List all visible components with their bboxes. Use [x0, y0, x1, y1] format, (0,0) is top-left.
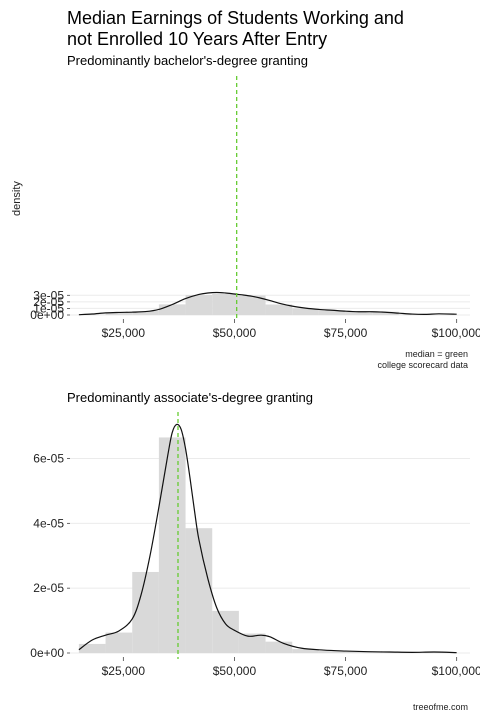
- x-tick-label: $75,000: [324, 326, 368, 340]
- histogram-bar: [345, 651, 373, 653]
- chart-title-line-1: Median Earnings of Students Working and: [67, 8, 404, 28]
- histogram-bar: [265, 641, 293, 653]
- y-tick-label: 2e-05: [33, 295, 64, 309]
- histogram-bar: [345, 311, 373, 315]
- histogram-bar: [398, 314, 426, 315]
- histogram-bar: [265, 304, 293, 315]
- chart-title-line-2: not Enrolled 10 Years After Entry: [67, 29, 328, 49]
- y-tick-label: 2e-05: [33, 581, 64, 595]
- histogram-bar: [105, 312, 133, 315]
- panel-subtitle: Predominantly associate's-degree grantin…: [67, 390, 313, 405]
- histogram-bar: [185, 294, 213, 315]
- histogram-bar: [212, 610, 239, 653]
- source-annotation: college scorecard data: [377, 360, 468, 370]
- y-axis-label: density: [11, 181, 23, 216]
- histogram-bar: [105, 632, 133, 653]
- histogram-bar: [78, 643, 106, 653]
- y-tick-label: 0e+00: [30, 308, 64, 322]
- y-tick-label: 4e-05: [33, 516, 64, 530]
- histogram-bar: [212, 293, 239, 315]
- y-tick-label: 3e-05: [33, 288, 64, 302]
- histogram-bar: [158, 304, 186, 315]
- x-tick-label: $50,000: [213, 664, 257, 678]
- histogram-bar: [318, 651, 346, 653]
- x-tick-label: $75,000: [324, 664, 368, 678]
- associate-earnings-histogram: Predominantly associate's-degree grantin…: [30, 390, 480, 678]
- histogram-bar: [238, 633, 266, 653]
- panel-subtitle: Predominantly bachelor's-degree granting: [67, 53, 308, 68]
- histogram-bar: [185, 528, 213, 653]
- histogram-bar: [158, 437, 186, 653]
- median-annotation: median = green: [405, 349, 468, 359]
- y-tick-label: 6e-05: [33, 452, 64, 466]
- histogram-bar: [132, 311, 159, 315]
- x-tick-label: $25,000: [102, 664, 146, 678]
- y-tick-label: 0e+00: [30, 646, 64, 660]
- density-curve: [78, 291, 457, 316]
- bachelor-earnings-histogram: Predominantly bachelor's-degree granting…: [11, 53, 480, 370]
- histogram-bar: [132, 571, 159, 653]
- histogram-bar: [292, 308, 319, 315]
- source-footer: treeofme.com: [412, 702, 468, 712]
- histogram-bar: [372, 311, 399, 315]
- y-tick-label: 1e-05: [33, 301, 64, 315]
- x-tick-label: $100,000: [432, 664, 480, 678]
- x-tick-label: $25,000: [102, 326, 146, 340]
- x-tick-label: $100,000: [432, 326, 480, 340]
- density-curve: [78, 423, 457, 654]
- x-tick-label: $50,000: [213, 326, 257, 340]
- histogram-bar: [318, 310, 346, 315]
- histogram-bar: [292, 649, 319, 653]
- histogram-bar: [238, 295, 266, 315]
